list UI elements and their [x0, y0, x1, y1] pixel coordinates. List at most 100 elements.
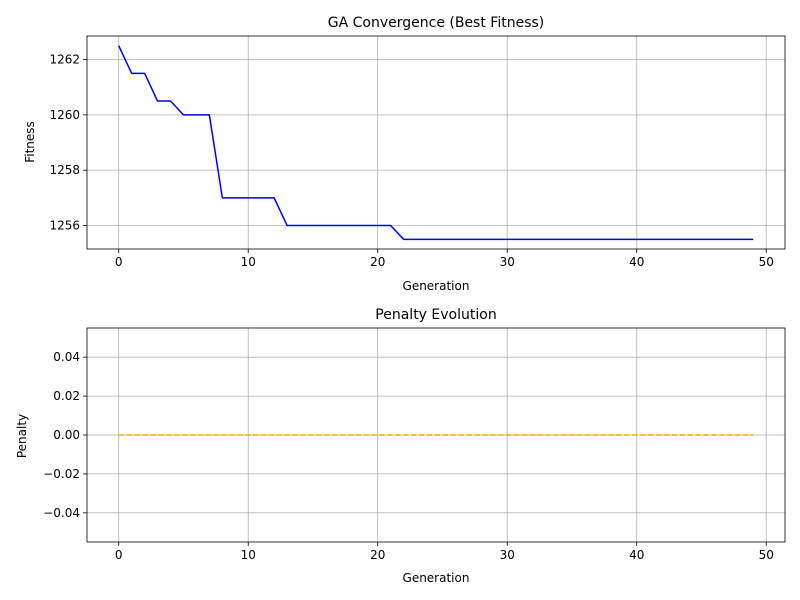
chart-2-xtick-label: 20: [370, 548, 385, 562]
chart-2-data-point: [325, 434, 327, 436]
chart-1-data-point: [636, 238, 638, 240]
chart-2-data-point: [389, 434, 391, 436]
chart-2-data-point: [597, 434, 599, 436]
chart-1-data-point: [584, 238, 586, 240]
chart-2-data-point: [648, 434, 650, 436]
chart-2-xtick-label: 10: [241, 548, 256, 562]
chart-2-ytick-label: 0.04: [53, 350, 80, 364]
chart-1-data-point: [687, 238, 689, 240]
chart-1-xtick-label: 10: [241, 255, 256, 269]
chart-2-xlabel: Generation: [403, 571, 470, 585]
chart-1-data-point: [169, 100, 171, 102]
chart-1-data-point: [648, 238, 650, 240]
chart-1-data-point: [415, 238, 417, 240]
chart-1-data-point: [674, 238, 676, 240]
chart-2-data-point: [351, 434, 353, 436]
chart-2-data-point: [156, 434, 158, 436]
chart-2-data-point: [169, 434, 171, 436]
chart-2-data-point: [338, 434, 340, 436]
chart-2-data-point: [143, 434, 145, 436]
chart-1-data-point: [661, 238, 663, 240]
chart-1-ytick-label: 1256: [49, 218, 80, 232]
chart-2-data-point: [467, 434, 469, 436]
chart-2-data-point: [674, 434, 676, 436]
chart-1-data-point: [428, 238, 430, 240]
chart-1-axes: [86, 35, 786, 250]
chart-2-data-point: [441, 434, 443, 436]
chart-1-data-point: [610, 238, 612, 240]
chart-2-data-point: [558, 434, 560, 436]
chart-2-data-point: [208, 434, 210, 436]
chart-1-data-point: [118, 44, 120, 46]
chart-2-data-point: [571, 434, 573, 436]
chart-1-data-point: [545, 238, 547, 240]
chart-2-data-point: [402, 434, 404, 436]
chart-1-xtick-label: 40: [629, 255, 644, 269]
chart-1-data-point: [208, 114, 210, 116]
chart-1-data-point: [467, 238, 469, 240]
chart-1-ylabel: Fitness: [23, 121, 37, 163]
chart-2-ticks: 0 10 20 30 40 50 −0.04 −0.02 0.00 0.02 0.04: [43, 350, 774, 562]
chart-2-data-point: [260, 434, 262, 436]
chart-1-data-point: [312, 224, 314, 226]
chart-2-ytick-label: −0.02: [43, 467, 80, 481]
chart-2-data-point: [506, 434, 508, 436]
chart-1-data-point: [143, 72, 145, 74]
chart-1-data-point: [338, 224, 340, 226]
chart-1-ticks: 0 10 20 30 40 50 1256 1258 1260 1262: [49, 53, 773, 269]
chart-2-data-point: [636, 434, 638, 436]
chart-2-series-group: [118, 434, 754, 436]
chart-1-plot-frame: [86, 35, 786, 250]
chart-1-ytick-label: 1262: [49, 53, 80, 67]
chart-1-data-point: [700, 238, 702, 240]
chart-1-data-point: [325, 224, 327, 226]
chart-1-data-point: [273, 197, 275, 199]
chart-1-data-point: [402, 238, 404, 240]
chart-2-data-point: [130, 434, 132, 436]
chart-1-data-point: [130, 72, 132, 74]
chart-1-data-point: [713, 238, 715, 240]
chart-2-group: Penalty Evolution Generation Penalty 0 10…: [15, 307, 786, 585]
chart-1-data-point: [156, 100, 158, 102]
chart-1-ytick-label: 1260: [49, 108, 80, 122]
chart-1-series-line: [118, 45, 754, 241]
chart-2-data-point: [493, 434, 495, 436]
chart-2-data-point: [454, 434, 456, 436]
chart-1-xtick-label: 20: [370, 255, 385, 269]
chart-1-data-point: [752, 238, 754, 240]
chart-2-data-point: [480, 434, 482, 436]
chart-1-data-point: [519, 238, 521, 240]
chart-1-data-point: [480, 238, 482, 240]
chart-2-data-point: [234, 434, 236, 436]
chart-2-data-point: [377, 434, 379, 436]
chart-1-data-point: [532, 238, 534, 240]
chart-2-data-point: [312, 434, 314, 436]
chart-2-data-point: [532, 434, 534, 436]
chart-2-xtick-label: 30: [500, 548, 515, 562]
chart-2-xtick-label: 40: [629, 548, 644, 562]
chart-2-data-point: [726, 434, 728, 436]
chart-1-group: GA Convergence (Best Fitness) Generation…: [23, 15, 786, 293]
chart-1-xtick-label: 0: [115, 255, 123, 269]
chart-2-data-point: [182, 434, 184, 436]
chart-2-title: Penalty Evolution: [375, 307, 496, 323]
chart-1-data-point: [597, 238, 599, 240]
chart-2-ytick-label: −0.04: [43, 506, 80, 520]
chart-1-data-point: [623, 238, 625, 240]
chart-1-ytick-label: 1258: [49, 163, 80, 177]
chart-1-data-point: [454, 238, 456, 240]
chart-2-ylabel: Penalty: [15, 414, 29, 458]
chart-1-xlabel: Generation: [403, 279, 470, 293]
chart-1-data-point: [558, 238, 560, 240]
chart-2-data-point: [428, 434, 430, 436]
chart-2-data-point: [687, 434, 689, 436]
chart-1-data-point: [351, 224, 353, 226]
chart-1-series-group: [118, 44, 754, 241]
chart-1-data-point: [364, 224, 366, 226]
chart-1-data-point: [739, 238, 741, 240]
chart-2-ytick-label: 0.02: [53, 389, 80, 403]
chart-1-data-point: [299, 224, 301, 226]
chart-2-data-point: [752, 434, 754, 436]
